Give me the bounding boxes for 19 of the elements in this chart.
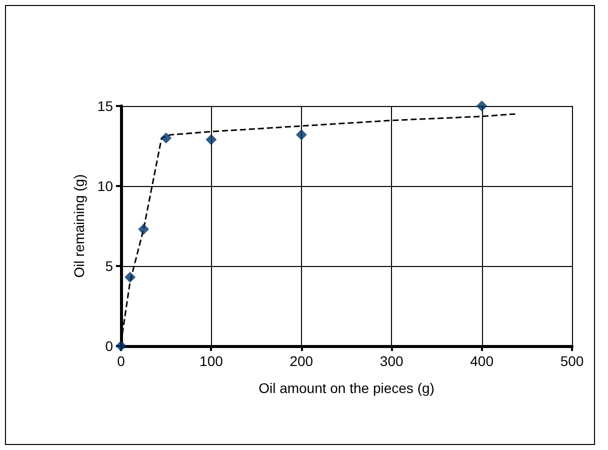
y-tick-label: 10: [97, 178, 114, 194]
x-axis-title: Oil amount on the pieces (g): [258, 380, 434, 396]
x-tick-label: 300: [380, 353, 404, 369]
point: [160, 132, 172, 144]
point: [124, 272, 136, 283]
x-tick-label: 200: [290, 353, 314, 369]
point: [296, 129, 307, 140]
y-tick-label: 0: [105, 338, 114, 354]
x-tick-label: 0: [117, 353, 126, 369]
x-tick-label: 400: [470, 353, 494, 369]
point: [138, 224, 150, 235]
x-tick-label: 500: [560, 353, 584, 369]
point: [116, 340, 126, 352]
x-tick-label: 100: [200, 353, 224, 369]
y-tick-label: 5: [105, 258, 114, 274]
y-axis-title: Oil remaining (g): [71, 174, 87, 278]
point: [206, 134, 217, 146]
point: [476, 100, 488, 112]
y-tick-label: 15: [97, 98, 114, 114]
